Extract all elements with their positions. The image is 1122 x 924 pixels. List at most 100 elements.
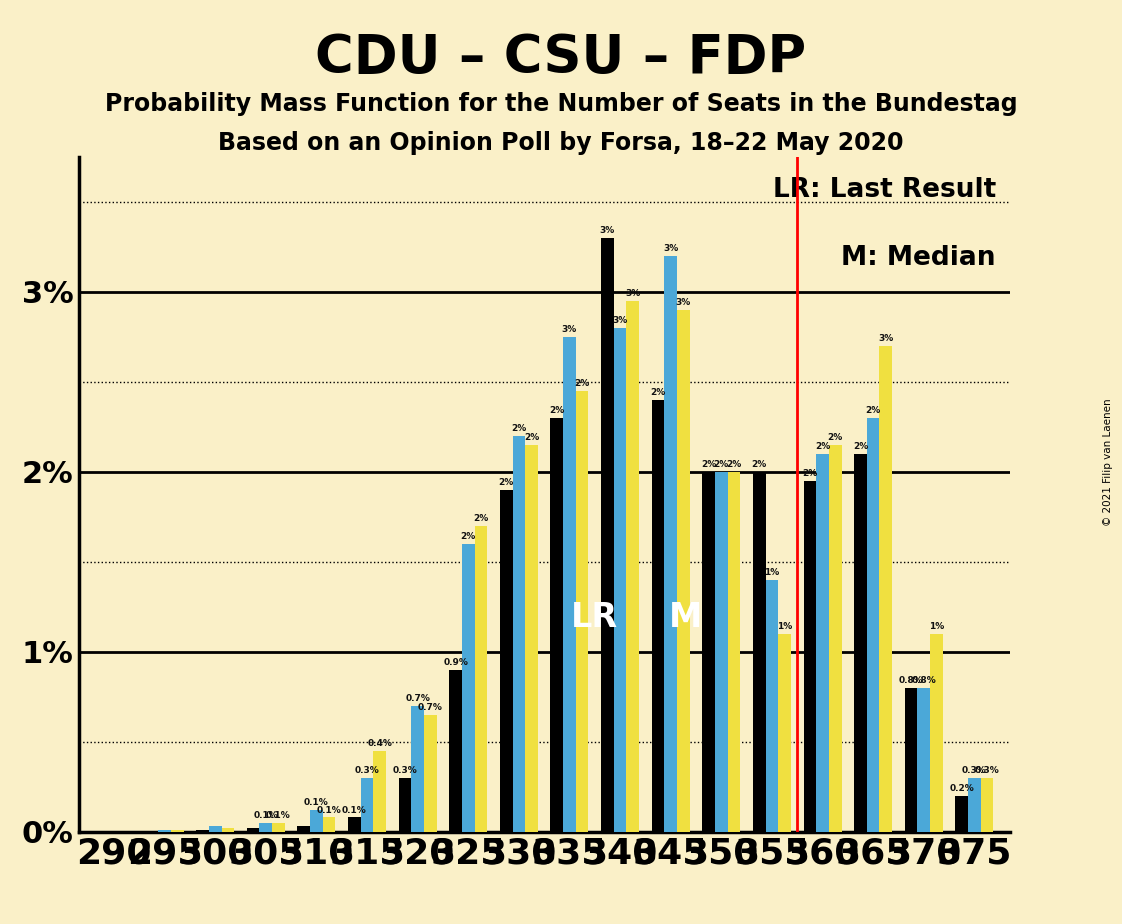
Text: 0.3%: 0.3% <box>962 766 986 775</box>
Bar <box>576 391 588 832</box>
Text: 3%: 3% <box>663 244 679 253</box>
Bar <box>462 544 475 832</box>
Bar <box>513 436 525 832</box>
Text: 0.1%: 0.1% <box>316 806 341 815</box>
Text: 2%: 2% <box>512 424 526 433</box>
Bar <box>968 778 981 832</box>
Bar <box>259 822 273 832</box>
Bar <box>664 256 677 832</box>
Text: 0.1%: 0.1% <box>266 811 291 820</box>
Bar <box>297 826 310 832</box>
Bar <box>626 301 640 832</box>
Bar <box>323 817 335 832</box>
Text: 1%: 1% <box>929 622 944 631</box>
Text: 0.4%: 0.4% <box>367 739 392 748</box>
Bar <box>449 670 462 832</box>
Text: 2%: 2% <box>549 407 564 415</box>
Bar <box>551 418 563 832</box>
Bar <box>904 687 918 832</box>
Bar <box>412 706 424 832</box>
Text: 3%: 3% <box>675 298 691 308</box>
Bar <box>779 634 791 832</box>
Text: 0.9%: 0.9% <box>443 658 468 667</box>
Text: 1%: 1% <box>776 622 792 631</box>
Bar <box>348 817 360 832</box>
Text: 0.8%: 0.8% <box>911 676 936 685</box>
Bar <box>525 444 537 832</box>
Text: 2%: 2% <box>815 443 830 451</box>
Text: 2%: 2% <box>461 532 476 541</box>
Text: 0.8%: 0.8% <box>899 676 923 685</box>
Text: M: Median: M: Median <box>842 245 996 271</box>
Bar <box>956 796 968 832</box>
Text: 1%: 1% <box>764 568 780 578</box>
Text: 3%: 3% <box>879 334 893 343</box>
Bar <box>854 454 867 832</box>
Text: 2%: 2% <box>524 433 540 443</box>
Text: 0.3%: 0.3% <box>975 766 1000 775</box>
Bar <box>158 830 171 832</box>
Text: 0.2%: 0.2% <box>949 784 974 793</box>
Bar <box>424 714 436 832</box>
Bar <box>310 810 323 832</box>
Text: 0.1%: 0.1% <box>304 798 329 808</box>
Text: 2%: 2% <box>752 460 767 469</box>
Bar <box>652 400 664 832</box>
Text: © 2021 Filip van Laenen: © 2021 Filip van Laenen <box>1103 398 1113 526</box>
Bar <box>816 454 829 832</box>
Bar <box>803 480 816 832</box>
Text: 3%: 3% <box>600 226 615 236</box>
Text: CDU – CSU – FDP: CDU – CSU – FDP <box>315 32 807 84</box>
Bar <box>728 472 741 832</box>
Bar <box>475 526 487 832</box>
Bar <box>765 579 779 832</box>
Text: 0.3%: 0.3% <box>393 766 417 775</box>
Bar <box>677 310 690 832</box>
Bar <box>273 822 285 832</box>
Bar <box>930 634 942 832</box>
Text: 0.7%: 0.7% <box>417 703 443 712</box>
Bar <box>702 472 715 832</box>
Text: 0.1%: 0.1% <box>342 806 367 815</box>
Text: 2%: 2% <box>726 460 742 469</box>
Text: 3%: 3% <box>613 316 627 325</box>
Text: 0.3%: 0.3% <box>355 766 379 775</box>
Text: LR: LR <box>571 601 618 634</box>
Text: M: M <box>669 601 702 634</box>
Text: 2%: 2% <box>714 460 729 469</box>
Text: 2%: 2% <box>828 433 843 443</box>
Text: 2%: 2% <box>701 460 716 469</box>
Text: LR: Last Result: LR: Last Result <box>773 177 996 203</box>
Bar <box>196 830 209 832</box>
Text: 2%: 2% <box>574 379 590 388</box>
Text: 0.1%: 0.1% <box>254 811 278 820</box>
Bar <box>601 238 614 832</box>
Bar <box>209 826 221 832</box>
Bar <box>563 337 576 832</box>
Text: 2%: 2% <box>853 443 868 451</box>
Bar <box>715 472 728 832</box>
Bar <box>398 778 412 832</box>
Bar <box>753 472 765 832</box>
Bar <box>829 444 842 832</box>
Text: 2%: 2% <box>865 407 881 415</box>
Bar <box>247 828 259 832</box>
Bar <box>374 750 386 832</box>
Bar <box>981 778 993 832</box>
Bar <box>360 778 374 832</box>
Text: 3%: 3% <box>625 289 641 298</box>
Bar <box>614 328 626 832</box>
Text: 2%: 2% <box>473 514 488 523</box>
Text: Based on an Opinion Poll by Forsa, 18–22 May 2020: Based on an Opinion Poll by Forsa, 18–22… <box>219 131 903 155</box>
Text: 0.7%: 0.7% <box>405 694 430 703</box>
Bar <box>867 418 880 832</box>
Bar <box>500 490 513 832</box>
Text: 3%: 3% <box>562 325 577 334</box>
Bar <box>221 828 234 832</box>
Bar <box>171 830 184 832</box>
Bar <box>880 346 892 832</box>
Text: 2%: 2% <box>651 388 665 397</box>
Text: 2%: 2% <box>802 469 818 478</box>
Text: Probability Mass Function for the Number of Seats in the Bundestag: Probability Mass Function for the Number… <box>104 92 1018 116</box>
Text: 2%: 2% <box>498 478 514 487</box>
